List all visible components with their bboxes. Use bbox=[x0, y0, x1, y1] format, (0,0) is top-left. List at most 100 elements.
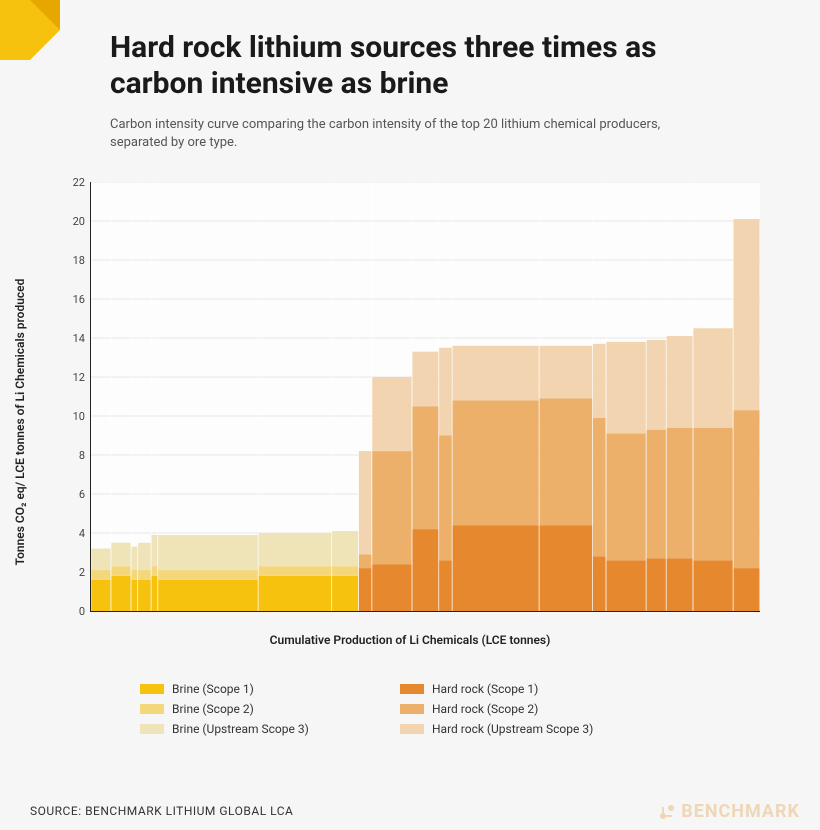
legend-swatch bbox=[400, 704, 424, 714]
legend: Brine (Scope 1) Hard rock (Scope 1) Brine … bbox=[140, 682, 820, 736]
legend-label: Hard rock (Scope 1) bbox=[432, 682, 538, 696]
legend-label: Brine (Scope 2) bbox=[172, 702, 254, 716]
bar-segment bbox=[91, 549, 111, 570]
bar-segment bbox=[372, 451, 412, 564]
bar-segment bbox=[372, 377, 412, 451]
svg-text:2: 2 bbox=[79, 566, 85, 579]
bar-segment bbox=[412, 529, 438, 611]
page-title: Hard rock lithium sources three times as… bbox=[110, 30, 740, 102]
bar-segment bbox=[158, 535, 258, 570]
bar-segment bbox=[539, 346, 592, 399]
bar-segment bbox=[539, 399, 592, 526]
legend-swatch bbox=[140, 724, 164, 734]
bar-segment bbox=[593, 418, 606, 556]
legend-item: Brine (Upstream Scope 3) bbox=[140, 722, 400, 736]
bar-segment bbox=[606, 561, 646, 612]
bar-segment bbox=[439, 348, 452, 436]
corner-decor bbox=[0, 0, 100, 80]
bar-segment bbox=[111, 567, 131, 577]
legend-item: Brine (Scope 1) bbox=[140, 682, 400, 696]
bar-segment bbox=[412, 407, 438, 530]
legend-item: Brine (Scope 2) bbox=[140, 702, 400, 716]
legend-swatch bbox=[400, 684, 424, 694]
bar-segment bbox=[666, 428, 692, 559]
bar-segment bbox=[332, 567, 358, 577]
bar-segment bbox=[158, 570, 258, 580]
bar-segment bbox=[111, 543, 131, 566]
bar-segment bbox=[693, 561, 733, 612]
svg-text:20: 20 bbox=[73, 215, 85, 228]
plot: 0246810121416182022 bbox=[90, 182, 760, 612]
bar-segment bbox=[606, 342, 646, 434]
legend-swatch bbox=[140, 684, 164, 694]
bar-segment bbox=[359, 555, 372, 569]
bar-segment bbox=[91, 580, 111, 611]
bar-segment bbox=[452, 526, 538, 612]
svg-text:6: 6 bbox=[79, 488, 85, 501]
bar-segment bbox=[452, 346, 538, 401]
legend-label: Brine (Upstream Scope 3) bbox=[172, 722, 309, 736]
bar-segment bbox=[151, 535, 157, 566]
bar-segment bbox=[111, 576, 131, 611]
legend-item: Hard rock (Scope 2) bbox=[400, 702, 660, 716]
brand-text: BENCHMARK bbox=[681, 801, 800, 822]
bar-segment bbox=[666, 336, 692, 428]
bar-segment bbox=[606, 434, 646, 561]
bar-segment bbox=[258, 533, 331, 566]
bar-segment bbox=[733, 411, 759, 569]
bar-segment bbox=[593, 557, 606, 612]
bar-segment bbox=[593, 344, 606, 418]
svg-text:22: 22 bbox=[73, 176, 85, 189]
bar-segment bbox=[646, 340, 666, 430]
svg-text:4: 4 bbox=[79, 527, 85, 540]
brand-watermark: BENCHMARK bbox=[657, 801, 800, 822]
y-axis-label: Tonnes CO₂ eq/ LCE tonnes of Li Chemical… bbox=[13, 279, 27, 566]
chart-area: Tonnes CO₂ eq/ LCE tonnes of Li Chemical… bbox=[30, 172, 790, 672]
subtitle: Carbon intensity curve comparing the car… bbox=[110, 116, 710, 152]
bar-segment bbox=[332, 576, 358, 611]
bar-segment bbox=[131, 580, 137, 611]
bar-segment bbox=[131, 570, 137, 580]
bar-segment bbox=[138, 580, 151, 611]
legend-label: Hard rock (Scope 2) bbox=[432, 702, 538, 716]
bar-segment bbox=[359, 568, 372, 611]
svg-text:10: 10 bbox=[73, 410, 85, 423]
bar-segment bbox=[258, 567, 331, 577]
bar-segment bbox=[439, 561, 452, 612]
legend-item: Hard rock (Upstream Scope 3) bbox=[400, 722, 660, 736]
bar-segment bbox=[733, 219, 759, 410]
bar-segment bbox=[258, 576, 331, 611]
bar-segment bbox=[452, 401, 538, 526]
bar-segment bbox=[151, 567, 157, 577]
bar-segment bbox=[158, 580, 258, 611]
bar-segment bbox=[733, 568, 759, 611]
legend-swatch bbox=[140, 704, 164, 714]
bar-segment bbox=[138, 570, 151, 580]
bar-segment bbox=[693, 428, 733, 561]
header: Hard rock lithium sources three times as… bbox=[0, 0, 820, 152]
x-axis-label: Cumulative Production of Li Chemicals (L… bbox=[30, 633, 790, 647]
bar-segment bbox=[359, 451, 372, 554]
svg-text:14: 14 bbox=[73, 332, 85, 345]
source-text: SOURCE: BENCHMARK LITHIUM GLOBAL LCA bbox=[30, 804, 293, 818]
bar-segment bbox=[539, 526, 592, 612]
svg-text:16: 16 bbox=[73, 293, 85, 306]
bar-segment bbox=[131, 547, 137, 570]
svg-text:12: 12 bbox=[73, 371, 85, 384]
legend-swatch bbox=[400, 724, 424, 734]
bar-segment bbox=[693, 329, 733, 428]
legend-label: Brine (Scope 1) bbox=[172, 682, 254, 696]
bar-segment bbox=[151, 576, 157, 611]
legend-label: Hard rock (Upstream Scope 3) bbox=[432, 722, 593, 736]
bar-segment bbox=[138, 543, 151, 570]
svg-text:8: 8 bbox=[79, 449, 85, 462]
legend-item: Hard rock (Scope 1) bbox=[400, 682, 660, 696]
bar-segment bbox=[439, 436, 452, 561]
bar-segment bbox=[412, 352, 438, 407]
bar-segment bbox=[646, 430, 666, 559]
svg-text:0: 0 bbox=[79, 605, 85, 618]
bar-segment bbox=[372, 565, 412, 612]
svg-text:18: 18 bbox=[73, 254, 85, 267]
bar-segment bbox=[332, 531, 358, 566]
bar-segment bbox=[91, 570, 111, 580]
